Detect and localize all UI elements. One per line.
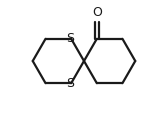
Text: O: O	[92, 6, 102, 19]
Text: S: S	[66, 32, 74, 45]
Text: S: S	[66, 77, 74, 90]
